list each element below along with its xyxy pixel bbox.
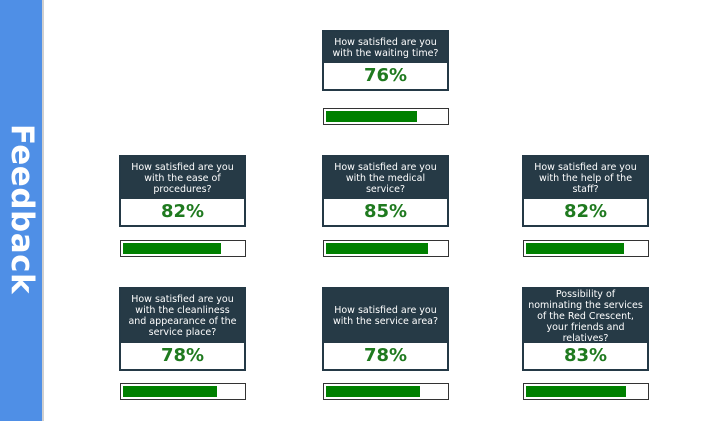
satisfaction-percent: 78%: [363, 345, 408, 366]
satisfaction-bar-ease-of-procedures: [120, 240, 246, 257]
satisfaction-bar-nominating-services: [523, 383, 649, 400]
satisfaction-percent: 78%: [160, 345, 205, 366]
feedback-card-ease-of-procedures: How satisfied are you with the ease of p…: [119, 155, 246, 227]
satisfaction-percent: 82%: [160, 201, 205, 222]
satisfaction-bar-service-area: [323, 383, 449, 400]
question-text: Possibility of nominating the services o…: [524, 289, 647, 344]
feedback-card-help-of-staff: How satisfied are you with the help of t…: [522, 155, 649, 227]
question-text: How satisfied are you with the service a…: [324, 289, 447, 343]
question-text: How satisfied are you with the help of t…: [524, 157, 647, 199]
satisfaction-bar-medical-service: [323, 240, 449, 257]
satisfaction-bar-fill: [326, 243, 428, 254]
satisfaction-percent: 85%: [363, 201, 408, 222]
feedback-card-cleanliness: How satisfied are you with the cleanline…: [119, 287, 246, 371]
feedback-card-medical-service: How satisfied are you with the medical s…: [322, 155, 449, 227]
satisfaction-bar-waiting-time: [323, 108, 449, 125]
question-text: How satisfied are you with the waiting t…: [324, 32, 447, 63]
question-text: How satisfied are you with the medical s…: [324, 157, 447, 199]
satisfaction-bar-fill: [123, 243, 221, 254]
question-text: How satisfied are you with the cleanline…: [121, 289, 244, 343]
feedback-sidebar-tab[interactable]: Feedback: [0, 0, 44, 421]
feedback-card-waiting-time: How satisfied are you with the waiting t…: [322, 30, 449, 91]
feedback-card-service-area: How satisfied are you with the service a…: [322, 287, 449, 371]
satisfaction-bar-cleanliness: [120, 383, 246, 400]
feedback-label: Feedback: [4, 123, 40, 295]
satisfaction-bar-help-of-staff: [523, 240, 649, 257]
satisfaction-percent: 76%: [363, 65, 408, 86]
feedback-card-nominating-services: Possibility of nominating the services o…: [522, 287, 649, 371]
question-text: How satisfied are you with the ease of p…: [121, 157, 244, 199]
satisfaction-bar-fill: [526, 386, 626, 397]
satisfaction-bar-fill: [326, 386, 420, 397]
satisfaction-bar-fill: [526, 243, 624, 254]
satisfaction-percent: 82%: [563, 201, 608, 222]
satisfaction-bar-fill: [123, 386, 217, 397]
satisfaction-bar-fill: [326, 111, 417, 122]
satisfaction-percent: 83%: [563, 345, 608, 366]
